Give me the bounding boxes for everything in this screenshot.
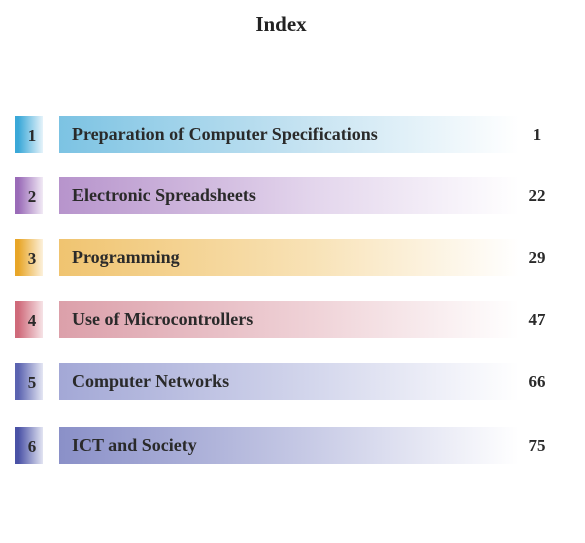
index-row[interactable]: 2 Electronic Spreadsheets 22 <box>15 177 567 214</box>
chapter-title-bar: Programming <box>59 239 519 276</box>
chapter-number: 1 <box>27 125 37 145</box>
chapter-title-bar: Preparation of Computer Specifications <box>59 116 519 153</box>
chapter-title-bar: Computer Networks <box>59 363 519 400</box>
chapter-number-badge: 1 <box>15 116 43 153</box>
chapter-number-badge: 6 <box>15 427 43 464</box>
index-row[interactable]: 3 Programming 29 <box>15 239 567 276</box>
index-row[interactable]: 5 Computer Networks 66 <box>15 363 567 400</box>
chapter-page-number: 75 <box>528 435 546 455</box>
index-row[interactable]: 1 Preparation of Computer Specifications… <box>15 116 567 153</box>
chapter-title: Preparation of Computer Specifications <box>72 124 378 144</box>
chapter-number-badge: 2 <box>15 177 43 214</box>
chapter-page-number: 22 <box>528 185 546 205</box>
chapter-number: 3 <box>27 248 37 268</box>
chapter-number: 4 <box>27 310 37 330</box>
chapter-page-number: 47 <box>528 309 546 329</box>
chapter-title-bar: Electronic Spreadsheets <box>59 177 519 214</box>
index-row[interactable]: 4 Use of Microcontrollers 47 <box>15 301 567 338</box>
chapter-number: 5 <box>27 372 37 392</box>
chapter-page-number: 29 <box>528 247 546 267</box>
chapter-title: Computer Networks <box>72 371 230 391</box>
page-title: Index <box>255 12 307 36</box>
chapter-title: ICT and Society <box>72 435 197 455</box>
chapter-page-number: 1 <box>532 124 542 144</box>
chapter-title-bar: ICT and Society <box>59 427 519 464</box>
chapter-number-badge: 3 <box>15 239 43 276</box>
chapter-number: 6 <box>27 436 37 456</box>
chapter-title: Electronic Spreadsheets <box>72 185 256 205</box>
chapter-title: Use of Microcontrollers <box>72 309 254 329</box>
chapter-title: Programming <box>72 247 180 267</box>
chapter-number-badge: 5 <box>15 363 43 400</box>
chapter-title-bar: Use of Microcontrollers <box>59 301 519 338</box>
index-row[interactable]: 6 ICT and Society 75 <box>15 427 567 464</box>
chapter-number: 2 <box>27 186 37 206</box>
chapter-number-badge: 4 <box>15 301 43 338</box>
chapter-page-number: 66 <box>528 371 546 391</box>
